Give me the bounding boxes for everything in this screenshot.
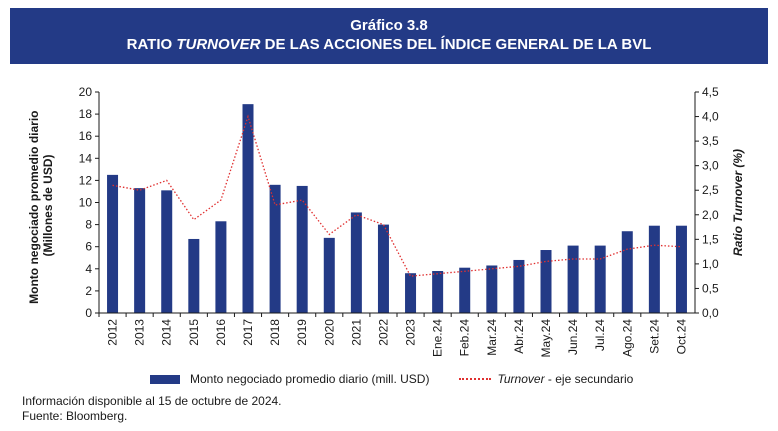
x-tick-label: Mar.24 [485,319,499,356]
x-tick-label: 2013 [133,319,147,346]
x-tick-label: 2017 [241,319,255,346]
turnover-series [112,114,682,277]
x-tick-label: 2015 [187,319,201,346]
y-axis-label: Monto negociado promedio diario (Millone… [27,107,55,304]
bar [188,238,200,313]
y-tick-label: 16 [79,129,93,143]
bar [486,265,498,313]
y2-tick-label: 4,0 [702,110,719,124]
x-tick-label: 2022 [376,319,390,346]
y-tick-label: 12 [79,173,93,187]
x-tick-label: 2021 [349,319,363,346]
y2-tick-label: 4,5 [702,85,719,99]
bar [161,190,173,313]
x-tick-label: Ago.24 [620,319,634,357]
chart-title: RATIO TURNOVER DE LAS ACCIONES DEL ÍNDIC… [10,35,768,55]
bar [567,245,579,313]
y2-tick-label: 3,0 [702,159,719,173]
y2-label-post: (%) [731,149,745,171]
chart-header: Gráfico 3.8 RATIO TURNOVER DE LAS ACCION… [10,8,768,64]
bar [377,224,389,313]
x-tick-label: 2016 [214,319,228,346]
y-tick-label: 6 [85,240,92,254]
legend-line-swatch [459,378,492,380]
y2-tick-label: 1,0 [702,257,719,271]
y-axis-label-line1: Monto negociado promedio diario [27,111,41,304]
bar [459,267,471,313]
bar [269,184,281,313]
bar [134,188,146,313]
bar [296,185,308,313]
x-tick-label: 2018 [268,319,282,346]
footnote: Información disponible al 15 de octubre … [22,394,282,424]
y-tick-label: 18 [79,107,93,121]
y2-tick-label: 0,0 [702,306,719,320]
legend-bar-label: Monto negociado promedio diario (mill. U… [190,372,430,386]
y2-label-pre: Ratio [731,223,745,256]
y-tick-label: 4 [85,262,92,276]
bar [323,237,335,313]
bar [540,250,552,313]
bar [350,212,362,313]
x-tick-label: 2012 [106,319,120,346]
x-tick-label: Feb.24 [458,319,472,357]
x-tick-label: May.24 [539,319,553,358]
bar [215,221,227,313]
bar [621,231,633,313]
bar-series [107,104,687,313]
x-tick-label: 2019 [295,319,309,346]
y-tick-label: 10 [79,196,93,210]
legend-line-label: Turnover - eje secundario [497,372,633,386]
x-tick-label: Abr.24 [512,319,526,354]
y2-tick-label: 1,5 [702,232,719,246]
chart-number: Gráfico 3.8 [350,17,428,34]
x-tick-label: 2014 [160,319,174,346]
bar [648,225,660,313]
left-axis: 0 2 4 6 8 10 12 14 16 18 20 [79,85,99,320]
legend-bar-swatch [150,374,180,384]
y2-tick-label: 2,5 [702,183,719,197]
bar [242,104,254,313]
y-tick-label: 2 [85,284,92,298]
y2-axis-label: Ratio Turnover (%) [731,149,745,256]
legend-line-italic: Turnover [497,372,545,386]
bar [594,245,606,313]
x-tick-label: Oct.24 [674,319,688,355]
footnote-source: Fuente: Bloomberg. [22,409,128,423]
y2-tick-label: 2,0 [702,208,719,222]
bar [107,174,119,313]
x-tick-label: Set.24 [647,319,661,354]
y2-tick-label: 0,5 [702,281,719,295]
bar [432,271,444,313]
legend-line-rest: - eje secundario [544,372,634,386]
bar [675,225,687,313]
title-post: DE LAS ACCIONES DEL ÍNDICE GENERAL DE LA… [260,36,652,53]
title-pre: RATIO [126,36,177,53]
y-tick-label: 8 [85,218,92,232]
y2-tick-label: 3,5 [702,134,719,148]
y-tick-label: 14 [79,151,93,165]
right-axis: 0,0 0,5 1,0 1,5 2,0 2,5 3,0 3,5 4,0 4,5 [695,85,719,320]
axis-lines [98,92,696,314]
y-tick-label: 20 [79,85,93,99]
turnover-line [112,114,682,277]
x-tick-label: Ene.24 [431,319,445,357]
y-tick-label: 0 [85,306,92,320]
y2-label-italic: Turnover [731,170,745,223]
title-italic: TURNOVER [176,36,261,53]
x-tick-label: 2023 [404,319,418,346]
y-axis-label-line2: (Millones de USD) [41,154,55,256]
bar [405,273,417,313]
x-tick-label: 2020 [322,319,336,346]
x-tick-label: Jun.24 [566,319,580,355]
legend: Monto negociado promedio diario (mill. U… [150,372,633,386]
footnote-info: Información disponible al 15 de octubre … [22,394,282,408]
x-tick-label: Jul.24 [593,319,607,351]
x-axis: 2012 2013 2014 2015 2016 2017 2018 2019 2020 2021… [98,313,688,358]
bar [513,259,525,313]
